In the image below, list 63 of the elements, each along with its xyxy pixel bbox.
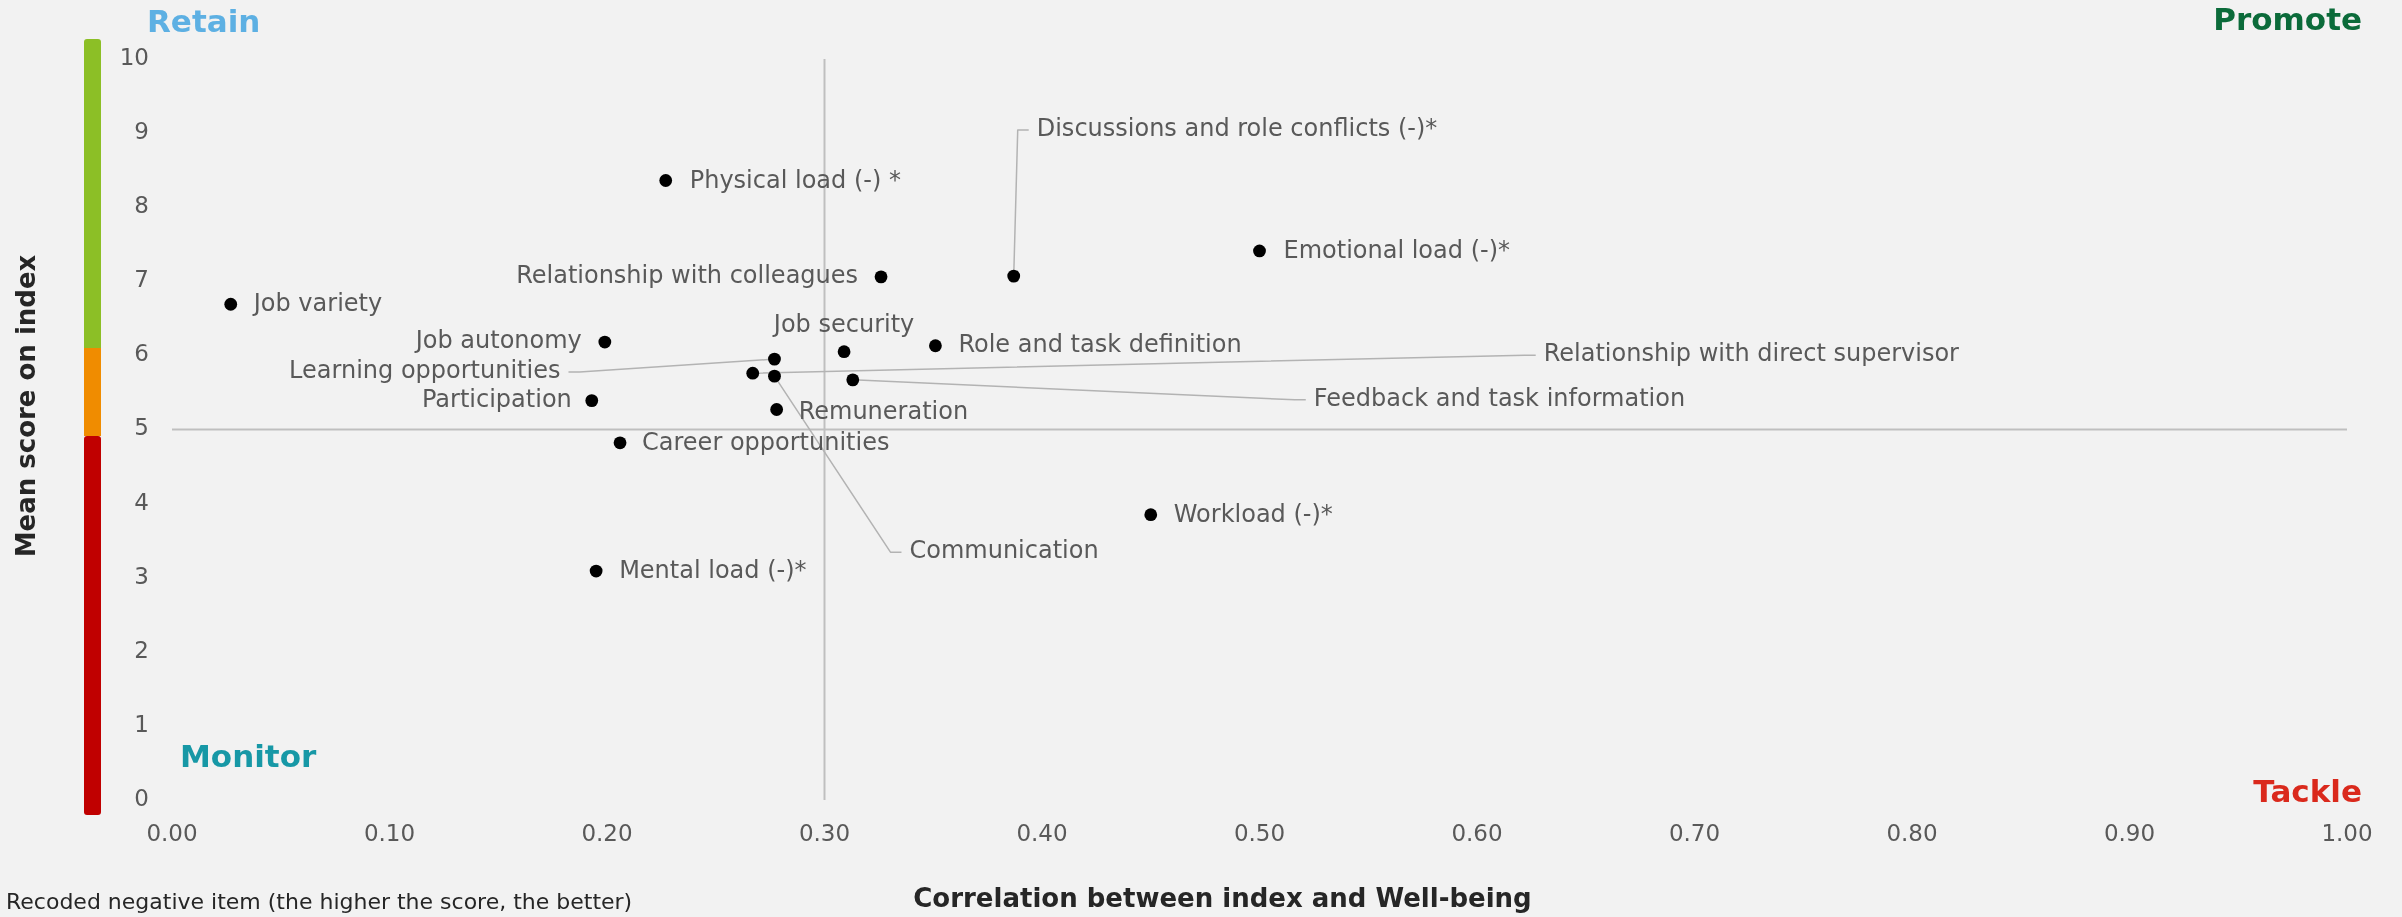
text: Relationship with direct supervisor [1543, 339, 1960, 368]
point [1144, 508, 1158, 522]
x-tick-label: 0.50 [1233, 819, 1286, 846]
y-tick-label: 0 [134, 784, 149, 811]
x-tick-label: 0.40 [1016, 819, 1068, 846]
y-tick-label: 10 [119, 43, 149, 70]
point [746, 366, 760, 380]
point [929, 339, 942, 353]
y-tick-label: 5 [134, 414, 149, 441]
x-tick-label: 0.60 [1451, 819, 1503, 846]
x-tick-label: 0.80 [1886, 819, 1938, 846]
series-label: Job security [771, 309, 915, 338]
point [224, 297, 238, 311]
text: Discussions and role conflicts (-)* [1036, 114, 1438, 143]
y-tick-label: 9 [134, 118, 149, 145]
x-tick-label: 0.00 [146, 819, 198, 846]
point [585, 394, 599, 407]
y-tick-label: 6 [134, 340, 149, 367]
text: Learning opportunities [289, 356, 561, 385]
point [874, 270, 888, 284]
x-tick-label: 0.10 [363, 819, 416, 846]
series-label: Mental load (-)* [619, 556, 807, 585]
series-label: Job autonomy [413, 326, 582, 355]
point [770, 403, 784, 416]
series-label: Role and task definition [958, 330, 1242, 358]
text: Promote [2213, 1, 2362, 38]
y-tick-label: 1 [134, 710, 149, 737]
x-tick-label: 0.20 [581, 819, 633, 846]
point [659, 174, 673, 187]
series-label: Remuneration [798, 396, 969, 425]
text: Retain [147, 3, 261, 40]
series-label: Career opportunities [642, 428, 890, 457]
x-tick-label: 0.90 [2103, 819, 2156, 846]
y-axis-title: Mean score on index [10, 254, 41, 558]
series-label: Physical load (-) * [689, 165, 901, 194]
point [768, 369, 781, 383]
point [589, 564, 603, 578]
x-tick-label: 0.70 [1668, 819, 1721, 846]
y-tick-label: 2 [134, 636, 149, 663]
point [613, 436, 627, 450]
series-label: Emotional load (-)* [1283, 236, 1511, 265]
point [1253, 244, 1266, 258]
point [846, 373, 860, 387]
point [768, 352, 781, 366]
x-tick-label: 1.00 [2321, 819, 2373, 846]
series-label: Workload (-)* [1173, 499, 1333, 528]
y-tick-label: 4 [134, 488, 149, 515]
text: Feedback and task information [1313, 384, 1686, 413]
series-label: Participation [421, 384, 572, 413]
annotation: Tackle [2253, 773, 2362, 810]
point [837, 345, 851, 359]
point [1007, 269, 1021, 283]
text: Recoded negative item (the higher the score, the better) [6, 888, 633, 914]
y-tick-label: 8 [134, 192, 149, 219]
x-axis-title: Correlation between index and Well-being [913, 882, 1532, 913]
x-tick-label: 0.30 [798, 819, 851, 846]
series-label: Relationship with colleagues [516, 261, 859, 290]
text: Communication [909, 536, 1099, 565]
point [598, 335, 612, 349]
y-tick-label: 3 [134, 562, 149, 589]
annotation: Monitor [180, 738, 317, 775]
series-label: Job variety [251, 288, 383, 317]
y-tick-label: 7 [134, 266, 149, 293]
